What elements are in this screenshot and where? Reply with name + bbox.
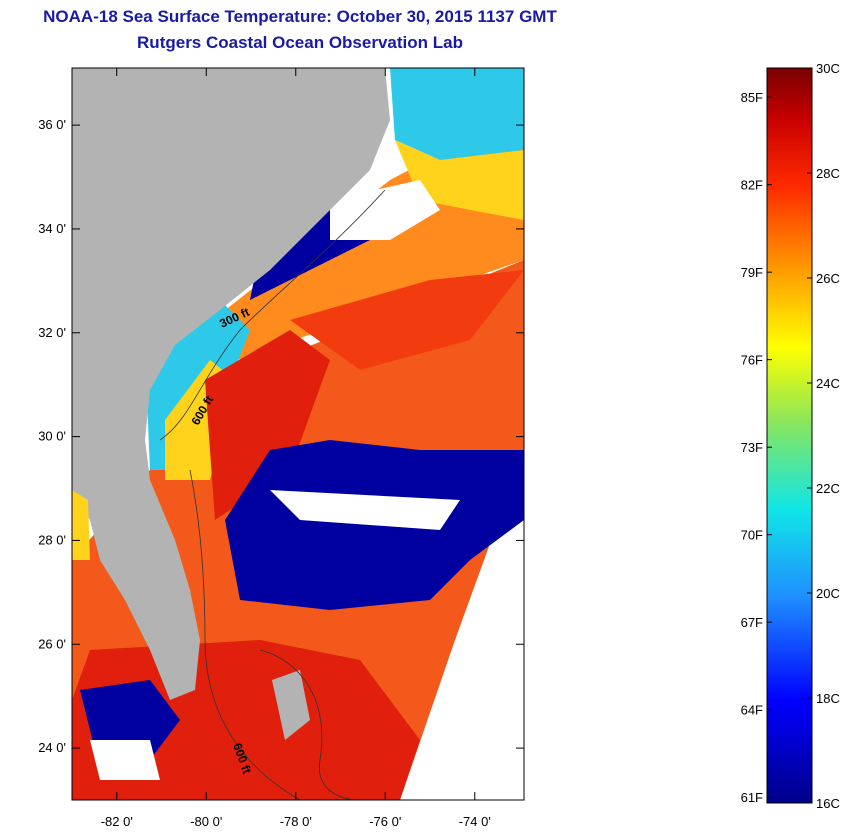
colorbar-fahrenheit-label: 85F xyxy=(741,90,763,105)
lat-label: 28 0' xyxy=(38,532,66,547)
colorbar-fahrenheit-label: 61F xyxy=(741,790,763,805)
colorbar-celsius-label: 18C xyxy=(816,691,840,706)
lat-label: 24 0' xyxy=(38,740,66,755)
land-southeast-us xyxy=(72,68,390,700)
lon-label: -74 0' xyxy=(459,814,491,829)
cloud-patch-south xyxy=(90,740,160,780)
colorbar-fahrenheit-label: 73F xyxy=(741,440,763,455)
colorbar-ticks: 30C 28C 26C 24C 22C 20C 18C 16C 85F 82F 79F 76F 73F 7… xyxy=(741,61,840,811)
colorbar-celsius-label: 22C xyxy=(816,481,840,496)
gulf-yellow xyxy=(72,490,90,560)
lon-label: -82 0' xyxy=(101,814,133,829)
cool-water-north xyxy=(390,68,524,160)
colorbar-fahrenheit-label: 70F xyxy=(741,528,763,543)
colorbar-celsius-label: 26C xyxy=(816,271,840,286)
colorbar-fahrenheit-label: 82F xyxy=(741,178,763,193)
hot-band-east xyxy=(290,270,524,370)
hot-core xyxy=(205,330,330,520)
chart-subtitle: Rutgers Coastal Ocean Observation Lab xyxy=(137,33,463,52)
colorbar-fahrenheit-label: 79F xyxy=(741,265,763,280)
colorbar-fahrenheit-label: 76F xyxy=(741,353,763,368)
colorbar xyxy=(766,67,813,804)
lat-label: 26 0' xyxy=(38,636,66,651)
lat-label: 34 0' xyxy=(38,221,66,236)
cloud-patch-central xyxy=(270,490,460,530)
colorbar-celsius-label: 24C xyxy=(816,376,840,391)
cloud-patch-north xyxy=(330,180,440,240)
colorbar-fahrenheit-label: 64F xyxy=(741,703,763,718)
lat-label: 30 0' xyxy=(38,429,66,444)
map-frame xyxy=(71,67,525,801)
contour-line-2 xyxy=(189,469,301,800)
chart-title: NOAA-18 Sea Surface Temperature: October… xyxy=(43,7,557,26)
contour-line-3 xyxy=(259,649,361,800)
lon-label: -76 0' xyxy=(369,814,401,829)
colorbar-celsius-label: 16C xyxy=(816,796,840,811)
lon-label: -78 0' xyxy=(280,814,312,829)
colorbar-fahrenheit-label: 67F xyxy=(741,615,763,630)
hot-south xyxy=(72,640,420,800)
lon-label: -80 0' xyxy=(190,814,222,829)
island-andros xyxy=(272,670,310,740)
lat-label: 32 0' xyxy=(38,325,66,340)
contour-line-1 xyxy=(159,189,386,441)
map-ticks: 36 0' 34 0' 32 0' 30 0' 28 0' 26 0' 24 0' -82 0… xyxy=(38,68,524,829)
colorbar-celsius-label: 30C xyxy=(816,61,840,76)
colorbar-celsius-label: 28C xyxy=(816,166,840,181)
colorbar-celsius-label: 20C xyxy=(816,586,840,601)
lat-label: 36 0' xyxy=(38,117,66,132)
sst-map xyxy=(72,68,524,800)
